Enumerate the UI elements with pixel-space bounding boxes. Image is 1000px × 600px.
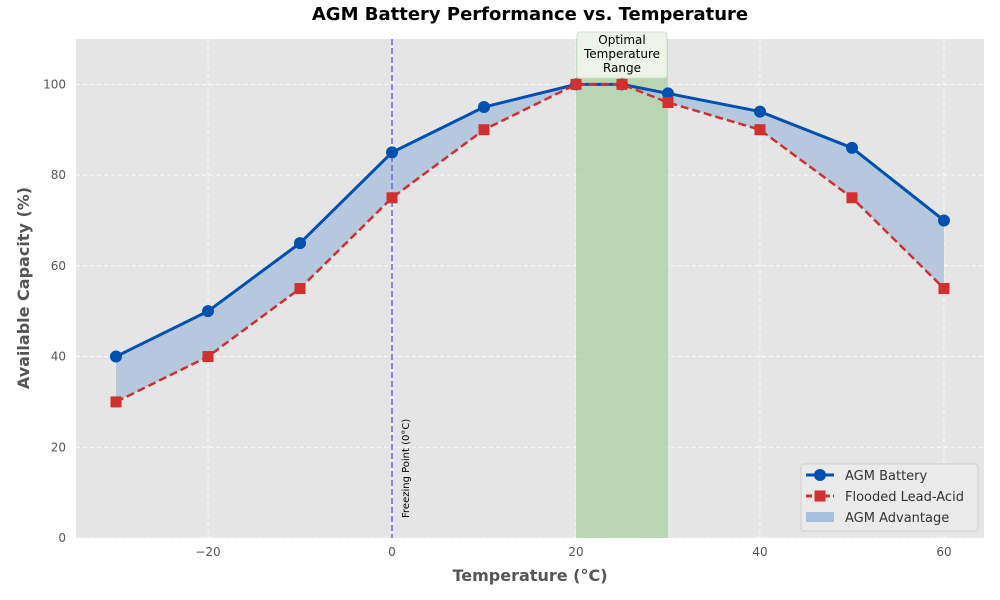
x-tick-label: 20 <box>568 545 583 559</box>
agm-point <box>294 237 307 250</box>
annotation-text: Optimal <box>598 33 645 47</box>
agm-point <box>202 305 215 318</box>
x-tick-label: 40 <box>752 545 767 559</box>
flooded-point <box>570 78 582 90</box>
x-tick-label: 0 <box>388 545 396 559</box>
freezing-point-label: Freezing Point (0°C) <box>401 419 412 518</box>
flooded-point <box>202 351 214 363</box>
agm-point <box>386 146 399 159</box>
flooded-point <box>754 124 766 136</box>
y-tick-label: 0 <box>58 531 66 545</box>
legend-marker-circle <box>814 469 826 481</box>
flooded-point <box>478 124 490 136</box>
x-axis-label: Temperature (°C) <box>452 566 607 585</box>
annotation-box <box>576 31 668 79</box>
y-tick-label: 60 <box>51 259 66 273</box>
flooded-point <box>938 283 950 294</box>
agm-point <box>110 350 123 363</box>
x-tick-label: −20 <box>195 545 220 559</box>
agm-point <box>661 87 674 100</box>
x-tick-label: 60 <box>936 545 951 559</box>
y-tick-label: 20 <box>51 440 66 454</box>
legend-box <box>800 463 979 532</box>
flooded-line <box>115 83 945 404</box>
flooded-point <box>662 97 674 109</box>
legend-label: Flooded Lead-Acid <box>845 490 964 505</box>
flooded-point <box>846 192 858 204</box>
flooded-point <box>110 396 122 408</box>
agm-point <box>937 214 950 227</box>
agm-point <box>845 141 858 154</box>
legend-patch <box>806 512 834 522</box>
legend-marker-square <box>814 490 826 502</box>
agm-point <box>478 101 491 114</box>
y-tick-label: 100 <box>43 77 66 91</box>
legend-label: AGM Advantage <box>845 511 949 526</box>
y-tick-label: 80 <box>51 168 66 182</box>
y-axis-label: Available Capacity (%) <box>14 187 33 389</box>
plot-area <box>76 39 984 538</box>
annotation-text: Range <box>603 61 641 75</box>
agm-point <box>753 105 766 118</box>
y-tick-label: 40 <box>51 350 66 364</box>
legend-label: AGM Battery <box>845 469 928 484</box>
flooded-point <box>294 283 306 294</box>
annotation-text: Temperature <box>583 47 660 61</box>
optimal-range-band <box>575 39 668 538</box>
flooded-point <box>616 78 628 90</box>
chart-title: AGM Battery Performance vs. Temperature <box>312 4 748 25</box>
flooded-point <box>386 192 398 204</box>
